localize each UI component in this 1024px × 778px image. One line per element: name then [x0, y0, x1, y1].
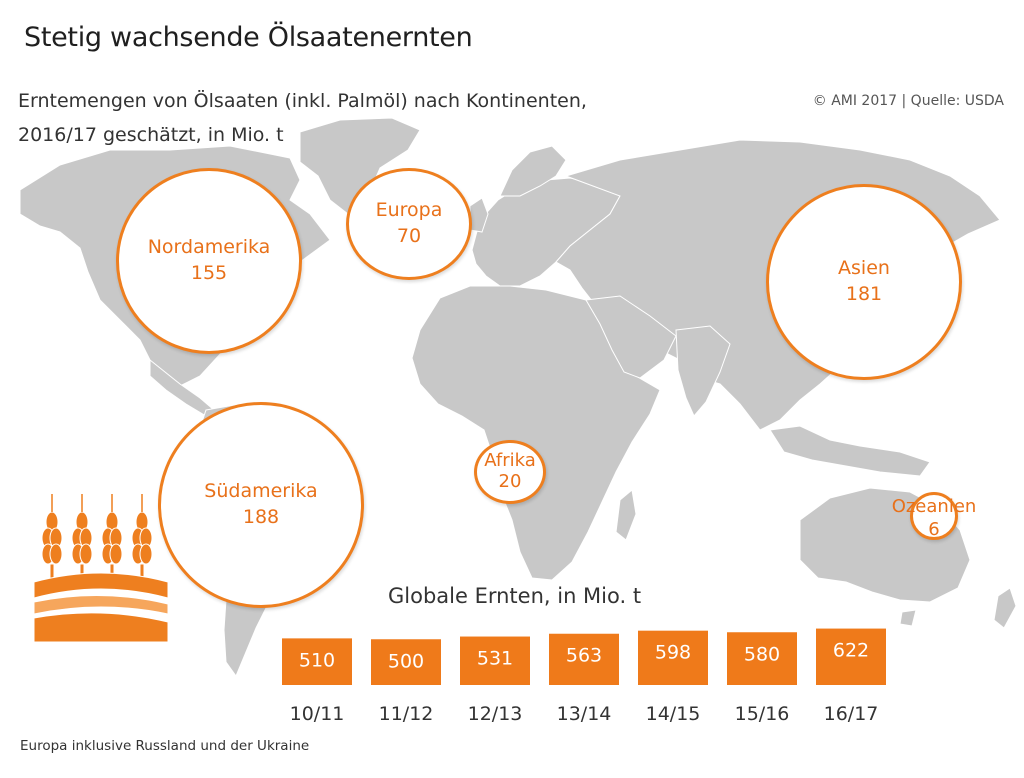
- map-se-asia: [769, 425, 931, 477]
- bubble-ozeanien: Ozeanien 6: [892, 492, 976, 540]
- bar-13/14: [549, 633, 619, 685]
- bubble-label: Afrika: [484, 450, 536, 472]
- bubble-value: 181: [845, 283, 883, 305]
- bar-value-label: 598: [655, 642, 691, 664]
- bar-10/11: [282, 638, 352, 685]
- bubble-label: Europa: [375, 199, 443, 222]
- map-madagascar: [615, 489, 637, 541]
- bar-category-label: 14/15: [646, 703, 701, 725]
- map-scandinavia: [499, 145, 567, 197]
- subtitle-line-1: Erntemengen von Ölsaaten (inkl. Palmöl) …: [18, 90, 587, 112]
- bar-value-label: 622: [833, 640, 869, 662]
- bubble-value: 70: [396, 225, 422, 247]
- bubble-label: Nordamerika: [147, 236, 271, 259]
- footnote: Europa inklusive Russland und der Ukrain…: [20, 738, 310, 754]
- bubble-value: 188: [242, 506, 280, 528]
- bar-16/17: [816, 628, 886, 685]
- wheat-stalk-2: [71, 511, 93, 585]
- bar-category-label: 12/13: [468, 703, 523, 725]
- wheat-base-wave-1: [34, 572, 168, 599]
- wheat-icon: [34, 494, 168, 642]
- bar-value-label: 563: [566, 645, 602, 667]
- bubble-asien: Asien 181: [766, 184, 962, 380]
- bubble-suedamerika: Südamerika 188: [158, 402, 364, 608]
- bar-chart: 510 10/11 500 11/12 531 12/13 563 13/14 598 14/15…: [282, 628, 886, 725]
- bubble-label: Südamerika: [204, 480, 318, 503]
- subtitle-line-2: 2016/17 geschätzt, in Mio. t: [18, 124, 284, 146]
- wheat-stalk-4: [131, 511, 153, 585]
- bar-category-label: 10/11: [290, 703, 345, 725]
- bubble-value: 155: [190, 262, 228, 284]
- bubble-europa: Europa 70: [346, 168, 472, 280]
- bar-value-label: 531: [477, 648, 513, 670]
- bar-14/15: [638, 630, 708, 685]
- bar-15/16: [727, 632, 797, 685]
- bubble-value: 6: [928, 519, 940, 540]
- bubble-value: 20: [498, 471, 522, 492]
- bubble-nordamerika: Nordamerika 155: [116, 168, 302, 354]
- page-title: Stetig wachsende Ölsaatenernten: [24, 22, 473, 53]
- bubble-label: Asien: [838, 257, 890, 280]
- map-tasmania: [899, 609, 917, 627]
- bar-11/12: [371, 639, 441, 685]
- bar-category-label: 11/12: [379, 703, 434, 725]
- wheat-base-wave-2: [34, 595, 168, 615]
- bar-value-label: 580: [744, 643, 780, 665]
- wheat-stalk-1: [41, 511, 63, 585]
- bubble-label: Ozeanien: [891, 496, 977, 517]
- bar-value-label: 500: [388, 650, 424, 672]
- bar-12/13: [460, 636, 530, 685]
- bar-category-label: 15/16: [735, 703, 790, 725]
- map-arabia: [585, 295, 677, 379]
- source-credit: © AMI 2017 | Quelle: USDA: [812, 93, 1004, 109]
- bubble-afrika: Afrika 20: [474, 440, 546, 504]
- map-new-zealand: [993, 587, 1017, 629]
- bar-chart-title: Globale Ernten, in Mio. t: [388, 584, 642, 608]
- bar-value-label: 510: [299, 649, 335, 671]
- wheat-base-wave-3: [34, 612, 168, 642]
- bar-category-label: 13/14: [557, 703, 612, 725]
- bar-category-label: 16/17: [824, 703, 879, 725]
- map-india: [675, 325, 731, 417]
